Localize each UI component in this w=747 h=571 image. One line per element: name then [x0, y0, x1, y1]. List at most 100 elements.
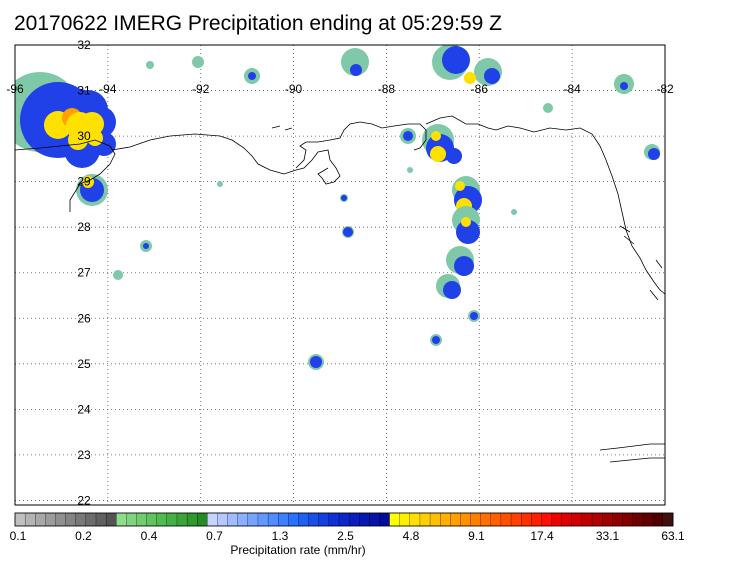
colorbar-tick-label: 9.1 — [468, 529, 485, 543]
lat-tick-label: 32 — [77, 38, 91, 52]
lon-tick-label: -92 — [192, 82, 210, 96]
lon-tick-label: -86 — [471, 82, 489, 96]
colorbar-swatch — [338, 512, 350, 527]
rain-cell — [430, 146, 446, 162]
gulf-coast-west — [15, 121, 427, 212]
colorbar-swatch — [267, 512, 279, 527]
lon-tick-label: -82 — [656, 82, 674, 96]
colorbar-swatch — [440, 512, 451, 527]
colorbar-swatch — [419, 512, 431, 527]
lat-tick-label: 23 — [77, 448, 91, 462]
rain-cell — [350, 64, 362, 76]
rain-cell — [442, 46, 470, 74]
colorbar-swatch — [521, 512, 532, 527]
rain-cell — [407, 167, 413, 173]
colorbar-swatch — [450, 512, 461, 527]
colorbar-swatch — [227, 512, 239, 527]
islands — [271, 125, 663, 301]
rain-cell — [511, 209, 517, 215]
colorbar-swatch — [247, 512, 259, 527]
colorbar-swatch — [116, 512, 127, 527]
lon-tick-label: -90 — [285, 82, 303, 96]
colorbar-swatch — [429, 512, 441, 527]
gulf-coast-east — [425, 115, 665, 295]
colorbar-tick-label: 17.4 — [530, 529, 554, 543]
rain-cell — [192, 56, 204, 68]
colorbar-swatch — [176, 512, 188, 527]
rain-cell — [341, 195, 347, 201]
lat-tick-label: 29 — [77, 175, 91, 189]
colorbar-swatch — [652, 512, 664, 527]
colorbar-swatch — [581, 512, 593, 527]
colorbar-frame — [14, 512, 674, 527]
colorbar-swatch — [642, 512, 654, 527]
plot-area — [15, 45, 665, 505]
lon-tick-label: -94 — [99, 82, 117, 96]
lat-tick-label: 25 — [77, 357, 91, 371]
colorbar-tick-label: 0.2 — [75, 529, 92, 543]
colorbar-swatch — [591, 512, 603, 527]
rain-cell — [543, 103, 553, 113]
plot-frame — [14, 44, 666, 506]
lat-tick-label: 26 — [77, 311, 91, 325]
colorbar-swatch — [65, 512, 77, 527]
rain-cell — [403, 131, 413, 141]
colorbar-swatch — [531, 512, 542, 527]
colorbar-swatch — [622, 512, 633, 527]
colorbar-swatch — [105, 512, 117, 527]
rain-cell — [454, 256, 474, 276]
lat-tick-label: 31 — [77, 84, 91, 98]
rain-cell — [217, 181, 223, 187]
rain-cell — [620, 82, 628, 90]
colorbar-tick-label: 0.7 — [206, 529, 223, 543]
lon-tick-label: -88 — [378, 82, 396, 96]
colorbar-swatch — [460, 512, 471, 527]
colorbar-swatch — [571, 512, 583, 527]
rain-cell — [484, 68, 500, 84]
map-title: 20170622 IMERG Precipitation ending at 0… — [14, 12, 502, 35]
rain-cell — [310, 356, 322, 368]
colorbar-swatch — [14, 512, 26, 527]
colorbar-swatch — [500, 512, 512, 527]
colorbar-swatch — [156, 512, 168, 527]
colorbar-swatch — [217, 512, 229, 527]
rain-cell — [431, 131, 441, 141]
colorbar-tick-label: 0.1 — [9, 529, 27, 543]
rain-cell — [464, 72, 476, 84]
colorbar-swatch — [612, 512, 623, 527]
colorbar-swatch — [551, 512, 563, 527]
colorbar-swatch — [601, 512, 613, 527]
colorbar-title: Precipitation rate (mm/hr) — [230, 543, 366, 557]
rain-cell — [456, 220, 480, 244]
colorbar-swatch — [257, 512, 269, 527]
colorbar-swatch — [35, 512, 46, 527]
colorbar-swatch — [389, 512, 401, 527]
colorbar-tick-label: 0.4 — [140, 529, 158, 543]
rain-cell — [80, 112, 104, 136]
rain-cell — [461, 217, 471, 227]
lon-tick-label: -84 — [563, 82, 581, 96]
colorbar-swatch — [95, 512, 107, 527]
coastline — [15, 115, 665, 463]
colorbar-swatch — [75, 512, 87, 527]
colorbar-swatch — [186, 512, 198, 527]
colorbar-swatch — [348, 512, 360, 527]
latitude-labels: 32 31 30 29 28 27 26 25 24 23 22 — [77, 38, 91, 507]
rain-cell — [113, 270, 123, 280]
colorbar-swatch — [399, 512, 411, 527]
rain-cell — [343, 227, 353, 237]
colorbar-swatch — [379, 512, 391, 527]
rain-cell — [432, 336, 440, 344]
colorbar-swatch — [136, 512, 148, 527]
lat-tick-label: 22 — [77, 493, 91, 507]
rain-cell — [146, 61, 154, 69]
colorbar-swatch — [632, 512, 644, 527]
colorbar-swatch — [126, 512, 137, 527]
rain-cell — [648, 148, 660, 160]
colorbar-tick-label: 1.3 — [271, 529, 289, 543]
lat-tick-label: 30 — [77, 129, 91, 143]
lat-tick-label: 27 — [77, 266, 91, 280]
lon-tick-label: -96 — [6, 82, 24, 96]
colorbar-swatch — [308, 512, 320, 527]
precipitation-layer — [15, 45, 660, 370]
